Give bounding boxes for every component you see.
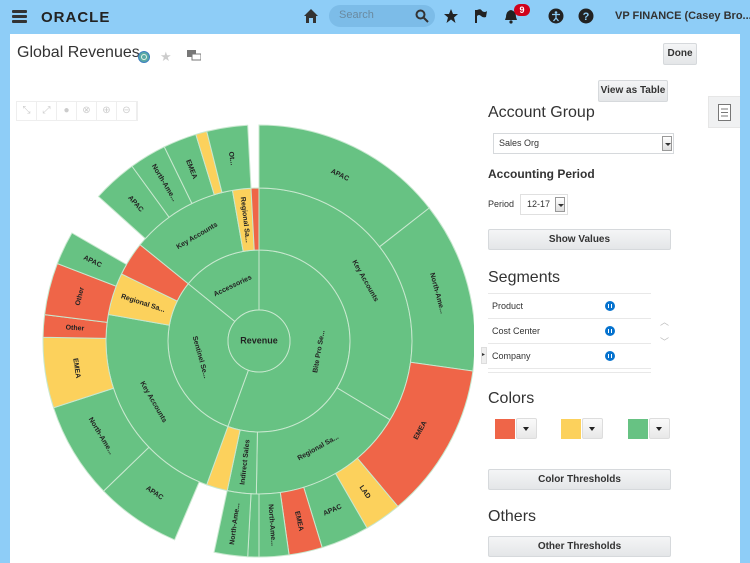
notifications-badge: 9: [514, 4, 530, 16]
page-title: Global Revenues: [17, 44, 140, 61]
color-dropdown-red[interactable]: [516, 418, 537, 439]
side-panel-tab[interactable]: [708, 96, 740, 128]
sunburst-label: North-Ame...: [267, 504, 277, 546]
chevron-down-icon[interactable]: [555, 197, 565, 212]
sunburst-label: EMEA: [71, 358, 81, 379]
sunburst-label: Other: [75, 286, 86, 306]
other-thresholds-button[interactable]: Other Thresholds: [488, 536, 671, 557]
colors-heading: Colors: [488, 390, 535, 407]
chevron-down-icon[interactable]: [662, 136, 672, 151]
check-icon[interactable]: ●: [57, 102, 77, 120]
sunburst-segment[interactable]: [250, 187, 260, 251]
segments-list: Product Cost Center Company: [488, 293, 651, 373]
period-label: Period: [488, 199, 515, 209]
favorite-star-icon[interactable]: ★: [160, 49, 172, 64]
sunburst-segment[interactable]: [213, 490, 252, 558]
search-icon[interactable]: [415, 9, 429, 23]
color-swatch-green[interactable]: [628, 419, 648, 439]
chart-toolbar: ⤡ ⤢ ● ⊗ ⊕ ⊖: [16, 101, 138, 121]
show-values-button[interactable]: Show Values: [488, 229, 671, 250]
color-swatch-red[interactable]: [495, 419, 515, 439]
account-group-heading: Account Group: [488, 104, 595, 121]
sunburst-label: Other: [65, 324, 84, 332]
cancel-icon[interactable]: ⊗: [77, 102, 97, 120]
expand-icon[interactable]: ⤢: [37, 102, 57, 120]
done-button[interactable]: Done: [663, 43, 697, 65]
color-swatch-yellow[interactable]: [561, 419, 581, 439]
menu-icon[interactable]: [12, 10, 27, 23]
search-input[interactable]: [339, 9, 409, 21]
color-dropdown-yellow[interactable]: [582, 418, 603, 439]
help-icon[interactable]: ?: [578, 8, 594, 24]
sunburst-center[interactable]: [227, 309, 291, 373]
collapse-icon[interactable]: ⤡: [17, 102, 37, 120]
accessibility-icon[interactable]: [548, 8, 564, 24]
sunburst-label: EMEA: [293, 511, 304, 532]
pause-icon[interactable]: [605, 301, 615, 311]
svg-text:?: ?: [583, 11, 590, 23]
view-as-table-button[interactable]: View as Table: [598, 80, 668, 102]
search-box: [329, 5, 435, 27]
accounting-period-heading: Accounting Period: [488, 167, 595, 181]
flag-icon[interactable]: [473, 8, 489, 24]
segment-item-cost-center[interactable]: Cost Center: [488, 319, 651, 344]
home-icon[interactable]: [303, 8, 319, 24]
segment-item-product[interactable]: Product: [488, 294, 651, 319]
segments-heading: Segments: [488, 269, 561, 286]
sunburst-segment[interactable]: [56, 232, 128, 287]
oracle-logo: ORACLE: [41, 9, 111, 26]
period-select[interactable]: 12-17: [520, 194, 568, 215]
zoom-out-icon[interactable]: ⊖: [117, 102, 137, 120]
top-bar: ORACLE 9 ? VP FINANCE (Casey Bro...: [0, 0, 750, 34]
center-label: Revenue: [240, 335, 278, 345]
document-icon: [718, 104, 731, 121]
color-thresholds-button[interactable]: Color Thresholds: [488, 469, 671, 490]
pause-icon[interactable]: [605, 351, 615, 361]
color-dropdown-green[interactable]: [649, 418, 670, 439]
sunburst-label: Ot...: [227, 151, 236, 166]
segment-drag-handle[interactable]: ▸: [481, 347, 487, 364]
sunburst-segment[interactable]: [206, 124, 252, 194]
pause-icon[interactable]: [605, 326, 615, 336]
main-panel: Global Revenues ★ Done ⤡ ⤢ ● ⊗ ⊕ ⊖ Bite …: [10, 34, 740, 563]
move-up-icon[interactable]: ︿: [660, 317, 670, 327]
globe-icon[interactable]: [138, 51, 150, 63]
user-menu[interactable]: VP FINANCE (Casey Bro...: [615, 10, 750, 22]
segment-item-company[interactable]: Company: [488, 344, 651, 369]
zoom-in-icon[interactable]: ⊕: [97, 102, 117, 120]
favorites-star-icon[interactable]: [443, 8, 459, 24]
conversation-icon[interactable]: [187, 50, 201, 62]
sunburst-chart[interactable]: Bite Pro Se...Sentinel Se...Accessories K…: [34, 114, 474, 563]
others-heading: Others: [488, 508, 537, 525]
move-down-icon[interactable]: ﹀: [660, 337, 670, 347]
account-group-select[interactable]: Sales Org: [493, 133, 674, 154]
